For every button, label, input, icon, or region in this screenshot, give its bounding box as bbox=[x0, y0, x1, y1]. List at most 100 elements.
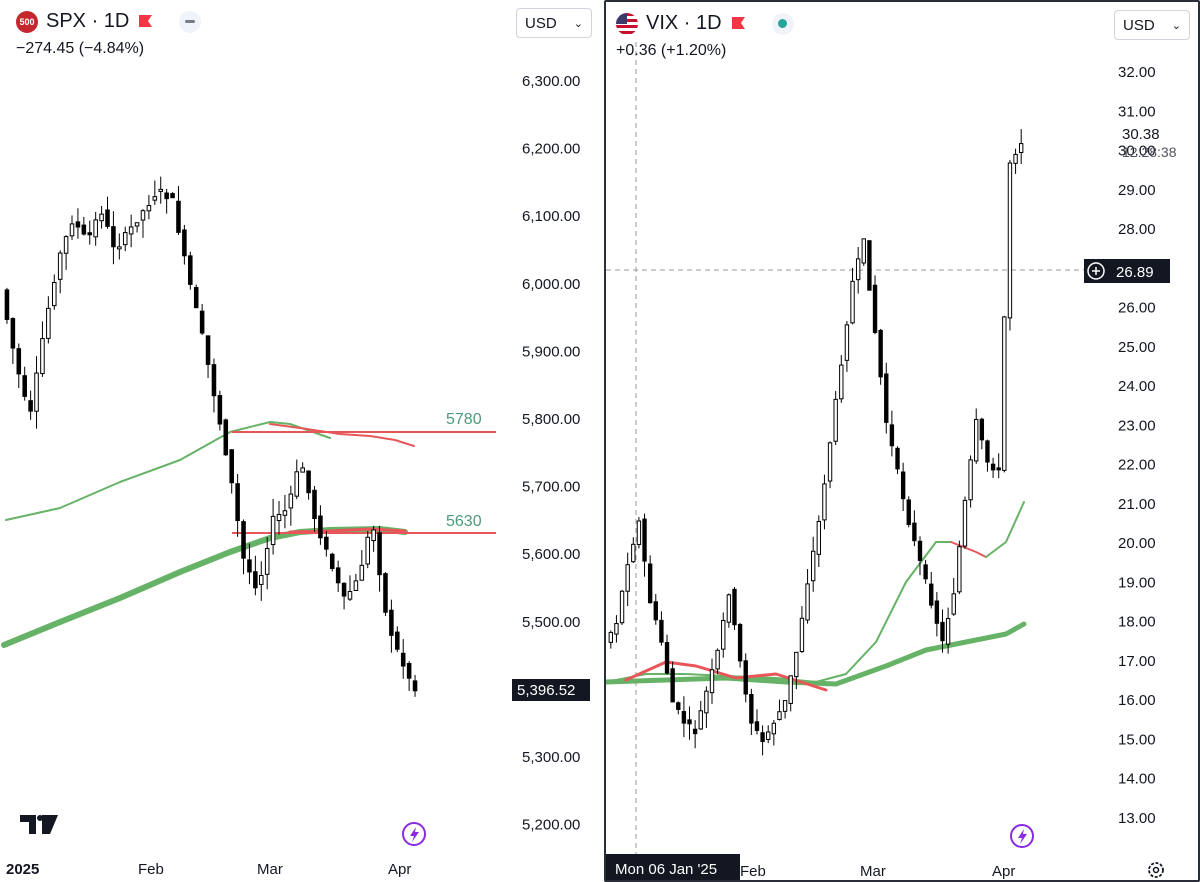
crosshair-price-label: 26.89 bbox=[1116, 264, 1154, 281]
plus-circle-icon[interactable] bbox=[1087, 262, 1105, 280]
gear-icon[interactable] bbox=[1148, 862, 1164, 878]
candle-body bbox=[771, 722, 777, 735]
candle-body bbox=[872, 284, 878, 333]
candle-body bbox=[264, 548, 270, 575]
candle-body bbox=[389, 609, 394, 636]
spx-y-tick: 6,100.00 bbox=[522, 208, 580, 225]
vix-currency-select[interactable]: USD ⌄ bbox=[1114, 10, 1190, 40]
candle-body bbox=[934, 600, 940, 624]
collapse-icon[interactable] bbox=[179, 10, 202, 33]
candle-body bbox=[146, 205, 152, 212]
candle-body bbox=[692, 728, 698, 735]
vix-chart-pane[interactable]: 32.00 31.00 30.00 29.00 28.00 26.00 25.00 24.00… bbox=[604, 0, 1200, 882]
candle-body bbox=[51, 281, 57, 307]
vix-symbol-title[interactable]: VIX · 1D bbox=[646, 12, 722, 34]
candle-body bbox=[188, 255, 193, 285]
vix-y-tick: 13.00 bbox=[1118, 810, 1156, 827]
candle-body bbox=[625, 564, 630, 592]
candle-body bbox=[164, 192, 169, 200]
candle-body bbox=[81, 224, 87, 235]
candle-body bbox=[805, 583, 810, 621]
flag-icon[interactable] bbox=[137, 14, 153, 30]
candle-body bbox=[217, 395, 223, 425]
candle-body bbox=[895, 447, 900, 470]
candle-body bbox=[176, 200, 181, 233]
candle-body bbox=[318, 515, 323, 539]
candle-body bbox=[16, 348, 22, 375]
logo-text: 500 bbox=[19, 16, 35, 27]
candle-body bbox=[199, 310, 205, 334]
candle-body bbox=[34, 372, 39, 412]
candle-body bbox=[294, 471, 300, 497]
spx-x-tick: Feb bbox=[138, 861, 164, 878]
vix-y-tick: 19.00 bbox=[1118, 574, 1156, 591]
candle-body bbox=[28, 400, 33, 412]
candle-body bbox=[377, 532, 382, 576]
candle-body bbox=[235, 483, 240, 522]
candle-body bbox=[788, 675, 793, 704]
spx-level-lower-label: 5630 bbox=[446, 513, 482, 530]
candle-body bbox=[134, 222, 140, 227]
vix-y-tick: 20.00 bbox=[1118, 535, 1156, 552]
lightning-icon[interactable] bbox=[402, 822, 426, 846]
candle-body bbox=[258, 574, 264, 585]
candle-body bbox=[223, 419, 229, 456]
flag-icon[interactable] bbox=[730, 16, 746, 32]
candle-body bbox=[288, 493, 294, 509]
candle-body bbox=[395, 631, 400, 650]
gear-icon-center bbox=[1152, 866, 1160, 874]
tradingview-logo[interactable] bbox=[20, 815, 58, 834]
candle-body bbox=[211, 364, 217, 397]
candle-body bbox=[140, 210, 146, 221]
candle-body bbox=[412, 680, 418, 692]
candle-body bbox=[698, 710, 703, 730]
candle-body bbox=[676, 702, 681, 710]
vix-header: VIX · 1D bbox=[616, 12, 794, 35]
candle-body bbox=[4, 289, 10, 320]
spx-symbol-title[interactable]: SPX · 1D bbox=[46, 10, 130, 32]
candle-body bbox=[87, 232, 93, 236]
candle-body bbox=[777, 711, 782, 720]
candle-body bbox=[359, 564, 365, 581]
market-status-icon[interactable] bbox=[771, 12, 794, 35]
candle-body bbox=[105, 209, 110, 227]
candle-body bbox=[170, 193, 175, 199]
candle-body bbox=[833, 398, 838, 442]
lightning-icon[interactable] bbox=[1010, 824, 1034, 848]
spx-y-tick: 5,600.00 bbox=[522, 546, 580, 563]
chevron-down-icon: ⌄ bbox=[573, 17, 583, 30]
candle-body bbox=[406, 663, 412, 679]
spx-x-tick: Mar bbox=[257, 861, 283, 878]
spx-header: 500 SPX · 1D bbox=[16, 10, 202, 33]
candle-body bbox=[923, 564, 928, 580]
candle-body bbox=[732, 588, 737, 626]
spx-x-tick: 2025 bbox=[6, 861, 39, 878]
candle-body bbox=[22, 375, 27, 397]
vix-x-tick: Feb bbox=[740, 863, 766, 880]
candle-body bbox=[270, 515, 276, 546]
vix-y-tick: 31.00 bbox=[1118, 103, 1156, 120]
spx-chart-pane[interactable]: 6,300.00 6,200.00 6,100.00 6,000.00 5,900.00… bbox=[0, 0, 602, 882]
vix-x-tick: Apr bbox=[992, 863, 1015, 880]
spx-chart-canvas[interactable]: 6,300.00 6,200.00 6,100.00 6,000.00 5,900.00… bbox=[0, 0, 602, 882]
candle-body bbox=[152, 196, 158, 201]
vix-y-tick: 14.00 bbox=[1118, 771, 1156, 788]
candle-body bbox=[40, 338, 45, 375]
vix-chart-canvas[interactable]: 32.00 31.00 30.00 29.00 28.00 26.00 25.00 24.00… bbox=[606, 2, 1198, 880]
spx-ma-red-low bbox=[288, 527, 407, 534]
candle-body bbox=[979, 418, 985, 441]
spx-currency-select[interactable]: USD ⌄ bbox=[516, 8, 592, 38]
vix-x-tick: Mar bbox=[860, 863, 886, 880]
candle-body bbox=[122, 232, 128, 246]
candle-body bbox=[917, 540, 923, 561]
candle-body bbox=[844, 324, 850, 361]
candle-body bbox=[889, 424, 895, 447]
candle-body bbox=[664, 642, 670, 674]
vix-ma-fast-end bbox=[985, 501, 1025, 558]
tradingview-logo-dot bbox=[37, 815, 43, 821]
candle-body bbox=[335, 567, 341, 584]
candle-body bbox=[312, 489, 317, 520]
spx-y-tick: 5,200.00 bbox=[522, 817, 580, 834]
spx-y-tick: 5,500.00 bbox=[522, 614, 580, 631]
candle-body bbox=[247, 559, 252, 573]
